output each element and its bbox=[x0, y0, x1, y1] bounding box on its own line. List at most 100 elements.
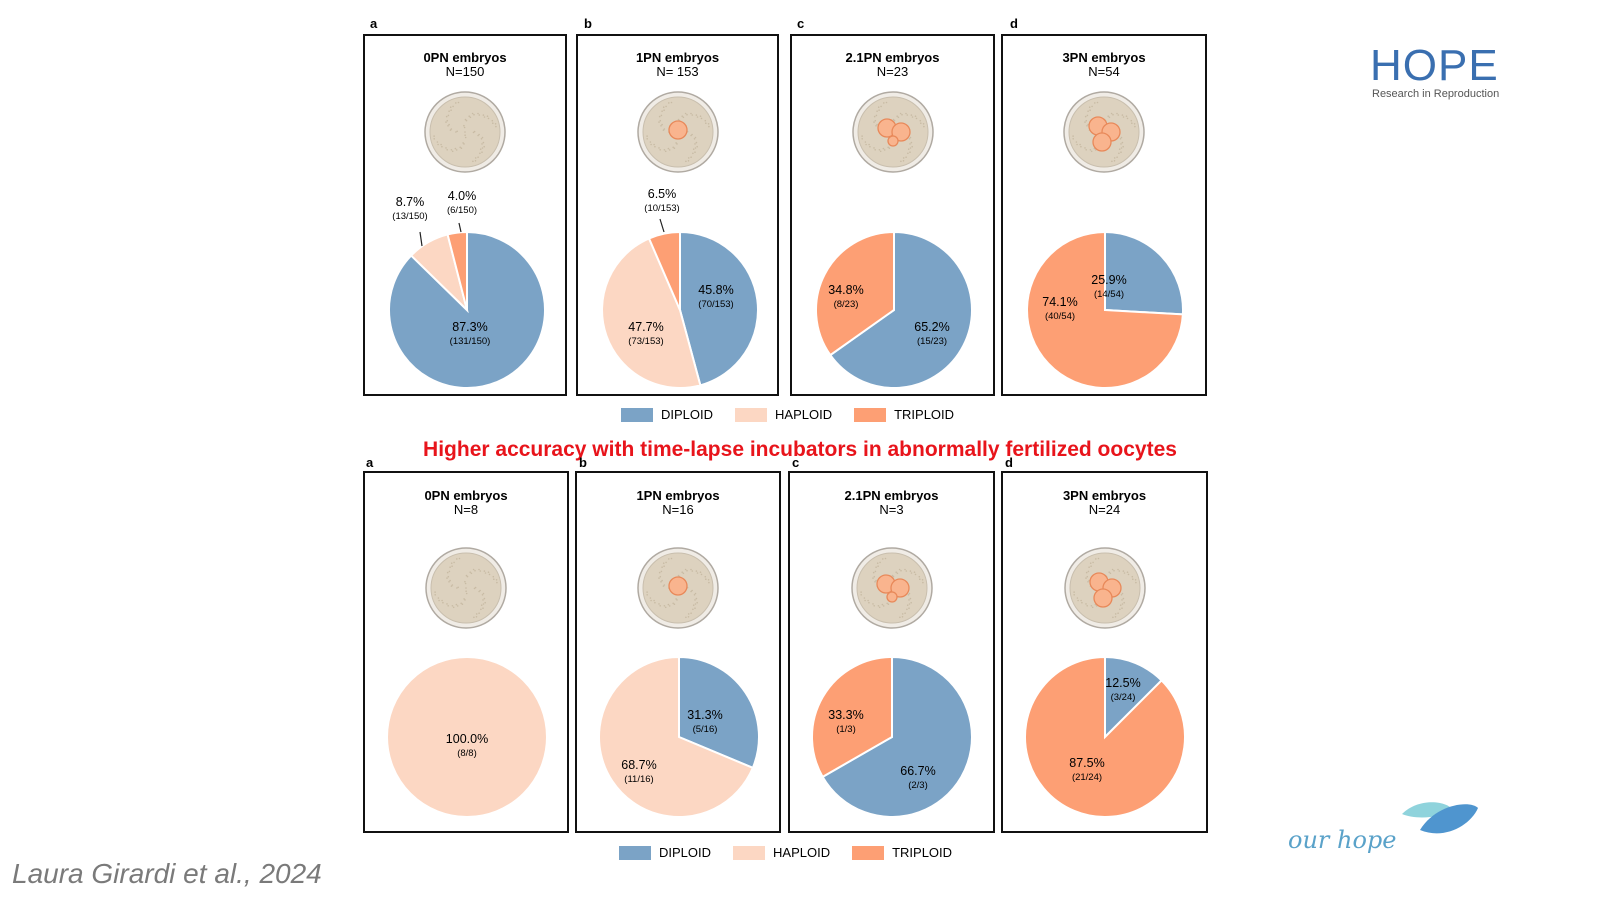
pie-panel: 2.1PN embryos N=23 65.2% (15/23) 34.8% (8/23) bbox=[790, 34, 995, 396]
slice-percent-label: 87.3% bbox=[452, 320, 487, 334]
pie-chart: 31.3% (5/16) 68.7% (11/16) bbox=[598, 655, 760, 818]
pie-slice-triploid bbox=[811, 655, 893, 779]
dish-1-pronucleus-icon bbox=[636, 91, 719, 173]
slice-percent-label: 68.7% bbox=[621, 758, 656, 772]
pie-slice-diploid bbox=[1104, 655, 1163, 740]
panel-sample-size: N=3 bbox=[879, 502, 904, 517]
legend-swatch bbox=[619, 845, 651, 860]
panel-sample-size: N=54 bbox=[1088, 64, 1120, 79]
slice-percent-label: 65.2% bbox=[914, 320, 949, 334]
slice-percent-label: 74.1% bbox=[1042, 295, 1077, 309]
slice-percent-label: 45.8% bbox=[698, 283, 733, 297]
legend-item-diploid: DIPLOID bbox=[619, 845, 711, 860]
pie-chart: 12.5% (3/24) 87.5% (21/24) bbox=[1024, 655, 1186, 818]
pie-slice-haploid bbox=[601, 237, 702, 389]
slice-count-label: (40/54) bbox=[1045, 311, 1075, 322]
legend-swatch bbox=[735, 407, 768, 422]
dish-2-1-pronuclei-icon bbox=[851, 91, 934, 173]
panel-title: 0PN embryos N=150 bbox=[365, 51, 565, 79]
slice-percent-label: 33.3% bbox=[828, 708, 863, 722]
panel-sample-size: N=150 bbox=[445, 64, 485, 79]
slice-count-label: (15/23) bbox=[917, 336, 947, 347]
dish-3-pronuclei-icon bbox=[1063, 91, 1145, 173]
pie-slice-haploid bbox=[598, 655, 755, 818]
panel-sample-size: N=16 bbox=[662, 502, 694, 517]
panel-title: 2.1PN embryos N=3 bbox=[790, 489, 993, 517]
dish-3-pronuclei-icon bbox=[1063, 547, 1146, 629]
panel-letter: c bbox=[792, 455, 800, 470]
pie-chart: 65.2% (15/23) 34.8% (8/23) bbox=[815, 230, 973, 389]
leaf-logo-icon bbox=[1402, 802, 1478, 834]
pie-panel: 2.1PN embryos N=3 66.7% (2/3) 33.3% (1/3) bbox=[788, 471, 995, 833]
dish-0-pronuclei-icon bbox=[425, 547, 507, 629]
pie-slice-triploid bbox=[446, 230, 468, 311]
slice-count-label: (11/16) bbox=[624, 774, 653, 785]
slice-count-label: (8/23) bbox=[834, 299, 859, 310]
pie-chart: 45.8% (70/153) 47.7% (73/153) 6.5% (10/153) bbox=[601, 187, 760, 389]
legend-label: DIPLOID bbox=[659, 845, 712, 860]
tagline: our hope bbox=[1288, 826, 1397, 854]
slice-count-label: (8/8) bbox=[457, 748, 477, 759]
slice-count-label: (6/150) bbox=[447, 205, 477, 216]
legend-item-triploid: TRIPLOID bbox=[852, 845, 952, 860]
legend-swatch bbox=[854, 407, 887, 422]
panel-title: 1PN embryos N=16 bbox=[577, 489, 779, 517]
slice-count-label: (1/3) bbox=[836, 724, 856, 735]
pie-slice-haploid bbox=[386, 656, 548, 818]
slice-percent-label: 12.5% bbox=[1105, 676, 1140, 690]
panel-title-text: 2.1PN embryos bbox=[845, 50, 940, 65]
slice-count-label: (70/153) bbox=[698, 299, 733, 310]
pie-slice-triploid bbox=[1026, 230, 1184, 389]
pie-slice-diploid bbox=[828, 230, 973, 389]
legend-label: HAPLOID bbox=[773, 845, 831, 860]
legend-swatch bbox=[733, 845, 766, 860]
slice-count-label: (14/54) bbox=[1094, 289, 1124, 300]
slice-count-label: (3/24) bbox=[1111, 692, 1136, 703]
legend-swatch bbox=[852, 845, 885, 860]
panel-letter: c bbox=[797, 16, 805, 31]
legend-label: TRIPLOID bbox=[894, 407, 955, 422]
slice-percent-label: 31.3% bbox=[687, 708, 722, 722]
slice-count-label: (2/3) bbox=[908, 780, 928, 791]
panel-letter: b bbox=[584, 16, 592, 31]
legend-item-diploid: DIPLOID bbox=[621, 407, 713, 422]
dish-0-pronuclei-icon bbox=[424, 91, 506, 173]
pie-slice-diploid bbox=[678, 655, 760, 770]
dish-1-pronucleus-icon bbox=[637, 547, 719, 629]
pie-panel: 0PN embryos N=8 100.0% (8/8) bbox=[363, 471, 569, 833]
pie-slice-diploid bbox=[821, 655, 973, 818]
pie-panel: 1PN embryos N= 153 45.8% (70/153) 47.7% (73/1… bbox=[576, 34, 779, 396]
panel-title: 0PN embryos N=8 bbox=[365, 489, 567, 517]
panel-sample-size: N= 153 bbox=[656, 64, 699, 79]
panel-letter: d bbox=[1010, 16, 1018, 31]
pie-chart: 87.3% (131/150) 8.7% (13/150) 4.0% (6/150) bbox=[388, 189, 546, 389]
leader-line bbox=[659, 218, 665, 233]
hope-logo: HOPE Research in Reproduction bbox=[1370, 44, 1500, 101]
hope-logo-subtitle: Research in Reproduction bbox=[1372, 88, 1500, 100]
panel-sample-size: N=24 bbox=[1088, 502, 1121, 517]
pie-slice-triploid bbox=[1024, 655, 1186, 818]
pie-slice-triploid bbox=[815, 230, 895, 357]
panel-title-text: 3PN embryos bbox=[1062, 488, 1147, 503]
legend-label: DIPLOID bbox=[661, 407, 714, 422]
panel-title-text: 0PN embryos bbox=[424, 488, 508, 503]
slice-count-label: (21/24) bbox=[1072, 772, 1102, 783]
panel-letter: a bbox=[366, 455, 374, 470]
legend-item-haploid: HAPLOID bbox=[735, 407, 832, 422]
panel-title-text: 0PN embryos bbox=[423, 50, 507, 65]
legend: DIPLOID HAPLOID TRIPLOID bbox=[619, 845, 952, 860]
pie-slice-triploid bbox=[647, 230, 681, 311]
panel-sample-size: N=8 bbox=[453, 502, 479, 517]
slice-percent-label: 25.9% bbox=[1091, 273, 1126, 287]
slice-count-label: (73/153) bbox=[628, 336, 663, 347]
slice-count-label: (5/16) bbox=[693, 724, 718, 735]
pie-panel: 3PN embryos N=54 25.9% (14/54) 74.1% (40/54) bbox=[1001, 34, 1207, 396]
pie-slice-diploid bbox=[679, 230, 760, 387]
pie-chart: 25.9% (14/54) 74.1% (40/54) bbox=[1026, 230, 1184, 389]
legend-label: HAPLOID bbox=[775, 407, 833, 422]
pie-panel: 1PN embryos N=16 31.3% (5/16) 68.7% (11/16) bbox=[575, 471, 781, 833]
slice-percent-label: 34.8% bbox=[828, 283, 863, 297]
headline: Higher accuracy with time-lapse incubato… bbox=[423, 438, 1177, 461]
pie-chart: 100.0% (8/8) bbox=[386, 656, 548, 818]
panel-title-text: 3PN embryos bbox=[1062, 50, 1146, 65]
